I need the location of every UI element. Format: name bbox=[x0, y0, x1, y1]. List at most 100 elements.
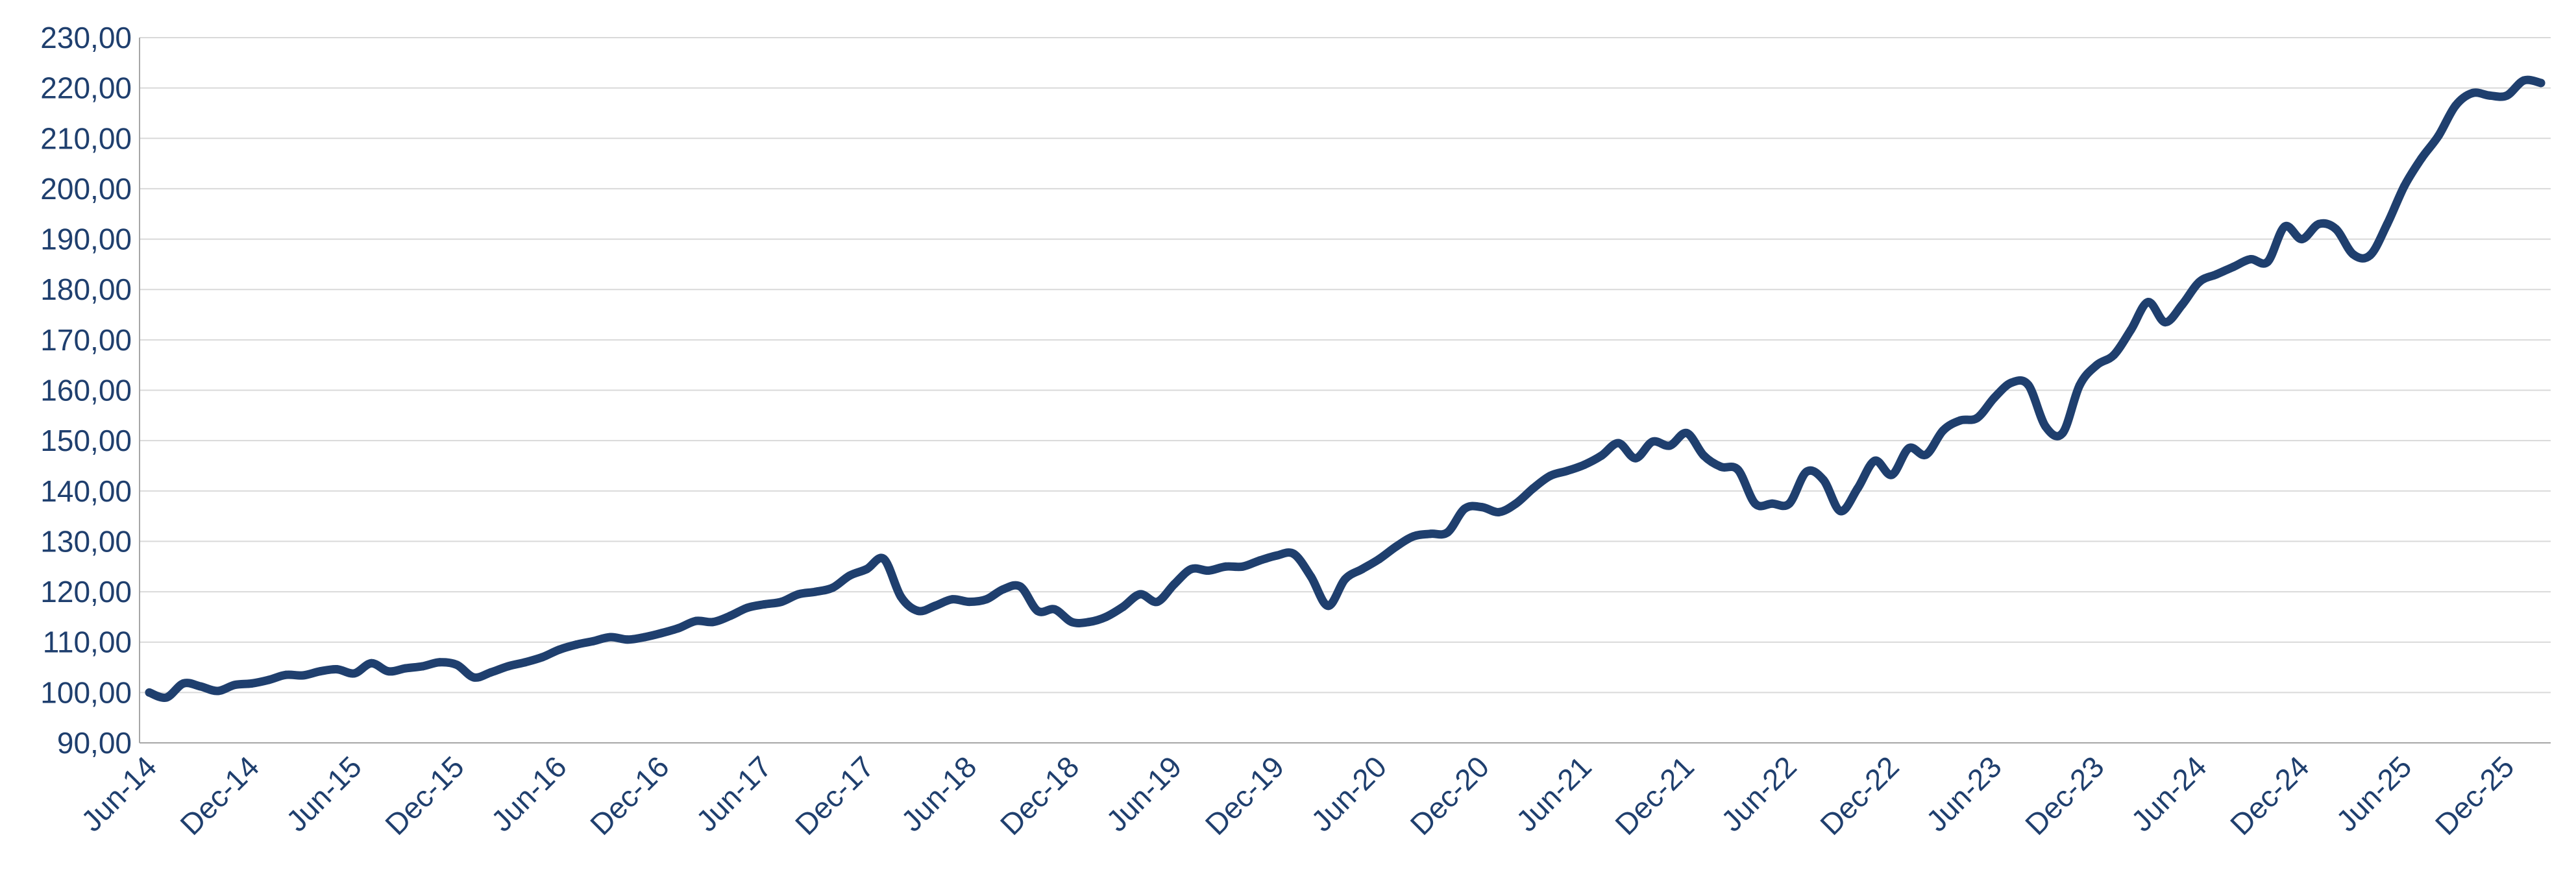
x-tick-label: Dec-25 bbox=[2429, 749, 2521, 841]
data-point bbox=[845, 571, 854, 580]
data-point bbox=[1921, 450, 1930, 459]
x-tick-label: Dec-19 bbox=[1199, 749, 1291, 841]
x-tick-labels: Jun-14 Dec-14 Jun-15 Dec-15 Jun-16 Dec-16 Jun-… bbox=[75, 749, 2521, 841]
data-point bbox=[982, 595, 991, 604]
data-point bbox=[572, 640, 581, 649]
data-point bbox=[2280, 222, 2289, 231]
x-tick-label: Jun-20 bbox=[1305, 749, 1393, 838]
data-point bbox=[2520, 76, 2529, 85]
data-point bbox=[691, 616, 700, 625]
data-point bbox=[162, 693, 171, 702]
data-point bbox=[914, 607, 922, 616]
x-tick-label: Jun-14 bbox=[75, 749, 163, 838]
data-point bbox=[1358, 564, 1367, 574]
y-tick-label: 90,00 bbox=[57, 726, 132, 760]
data-point bbox=[1785, 499, 1794, 508]
x-tick-label: Dec-24 bbox=[2224, 749, 2316, 841]
x-tick-label: Jun-24 bbox=[2124, 749, 2213, 838]
data-point bbox=[1170, 579, 1179, 588]
y-tick-label: 200,00 bbox=[40, 172, 132, 206]
y-tick-label: 130,00 bbox=[40, 524, 132, 558]
data-point bbox=[1153, 598, 1162, 607]
data-point bbox=[315, 667, 325, 676]
data-point bbox=[2536, 79, 2545, 88]
data-point bbox=[2314, 219, 2324, 228]
data-point bbox=[657, 629, 667, 638]
data-point bbox=[418, 662, 427, 671]
data-point bbox=[1238, 562, 1247, 571]
y-tick-label: 120,00 bbox=[40, 575, 132, 609]
data-point bbox=[2058, 429, 2067, 437]
x-tick-label: Jun-17 bbox=[689, 749, 778, 838]
data-point bbox=[1033, 607, 1042, 616]
data-point bbox=[1750, 499, 1760, 508]
y-tick-label: 100,00 bbox=[40, 675, 132, 709]
data-point bbox=[828, 583, 837, 592]
data-point bbox=[333, 665, 341, 674]
data-point bbox=[948, 595, 957, 604]
data-point bbox=[1802, 467, 1811, 476]
data-point bbox=[504, 662, 513, 671]
data-point bbox=[2007, 378, 2016, 387]
data-point bbox=[264, 675, 273, 684]
data-point bbox=[2383, 219, 2392, 228]
data-point bbox=[709, 618, 718, 627]
x-tick-label: Jun-23 bbox=[1920, 749, 2008, 838]
data-point bbox=[1204, 566, 1213, 575]
x-tick-label: Dec-15 bbox=[378, 749, 471, 841]
data-point bbox=[931, 601, 940, 611]
data-point bbox=[1085, 618, 1094, 627]
y-tick-label: 150,00 bbox=[40, 424, 132, 457]
series-layer bbox=[145, 75, 2545, 702]
data-point bbox=[2451, 101, 2460, 110]
data-point bbox=[1545, 472, 1554, 480]
x-tick-label: Dec-23 bbox=[2018, 749, 2111, 841]
data-point bbox=[1648, 437, 1657, 446]
data-point bbox=[1512, 499, 1521, 508]
data-point bbox=[2468, 88, 2477, 97]
data-point bbox=[1255, 556, 1264, 565]
data-point bbox=[2229, 262, 2238, 271]
x-tick-label: Dec-22 bbox=[1813, 749, 1906, 841]
data-point bbox=[299, 671, 308, 680]
data-point bbox=[1597, 451, 1606, 460]
y-tick-label: 230,00 bbox=[40, 21, 132, 54]
data-point bbox=[794, 590, 803, 599]
gridlines bbox=[140, 37, 2551, 694]
data-point bbox=[2399, 182, 2409, 191]
data-point bbox=[2212, 270, 2221, 279]
x-tick-label: Jun-19 bbox=[1099, 749, 1188, 838]
data-point bbox=[1426, 529, 1435, 538]
data-point bbox=[452, 660, 461, 670]
y-tick-label: 180,00 bbox=[40, 272, 132, 306]
data-point bbox=[742, 603, 752, 612]
data-point bbox=[1118, 602, 1127, 611]
data-point bbox=[282, 670, 291, 679]
data-point bbox=[999, 585, 1008, 594]
data-point bbox=[350, 669, 359, 678]
data-point bbox=[1375, 555, 1384, 564]
y-tick-label: 220,00 bbox=[40, 71, 132, 105]
x-tick-label: Dec-21 bbox=[1608, 749, 1700, 841]
data-point bbox=[1939, 426, 1948, 435]
data-point bbox=[1409, 532, 1418, 541]
data-point bbox=[1836, 507, 1845, 516]
data-point bbox=[1990, 393, 1999, 402]
data-point bbox=[1016, 582, 1025, 591]
data-point bbox=[1972, 413, 1981, 422]
data-point bbox=[1665, 441, 1674, 450]
data-point bbox=[2109, 350, 2118, 359]
data-point bbox=[1853, 484, 1862, 493]
data-point bbox=[1050, 605, 1059, 614]
data-point bbox=[2434, 131, 2443, 140]
data-point bbox=[1460, 504, 1469, 513]
x-tick-label: Jun-15 bbox=[280, 749, 368, 838]
data-point bbox=[2349, 250, 2357, 259]
data-point bbox=[777, 598, 786, 607]
data-point bbox=[1904, 444, 1913, 453]
data-point bbox=[1306, 572, 1316, 581]
data-point bbox=[1067, 618, 1076, 627]
data-point bbox=[1101, 612, 1110, 622]
